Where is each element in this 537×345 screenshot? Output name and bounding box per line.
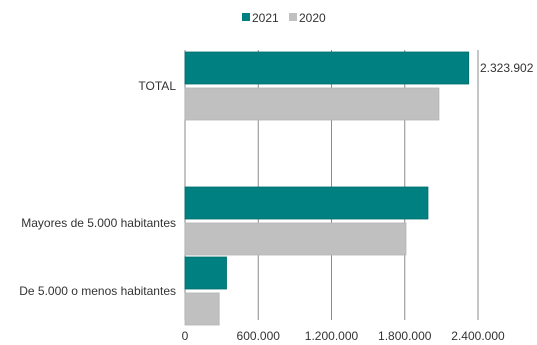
bar-2021 bbox=[184, 256, 227, 290]
x-tick-labels: 0 600.000 1.200.000 1.800.000 2.400.000 bbox=[182, 329, 505, 343]
legend: 2021 2020 bbox=[242, 11, 326, 25]
legend-swatch bbox=[289, 13, 297, 21]
bars bbox=[184, 51, 470, 326]
x-tick-label: 2.400.000 bbox=[451, 329, 505, 343]
x-tick-label: 0 bbox=[182, 329, 189, 343]
legend-swatch bbox=[242, 13, 250, 21]
bar-2020 bbox=[184, 222, 407, 256]
bar-2020 bbox=[184, 87, 440, 121]
x-tick-label: 600.000 bbox=[237, 329, 281, 343]
legend-label: 2020 bbox=[299, 11, 326, 25]
category-label: Mayores de 5.000 habitantes bbox=[21, 216, 176, 230]
bar-2021 bbox=[184, 51, 470, 85]
category-labels: TOTAL Mayores de 5.000 habitantes De 5.000… bbox=[19, 79, 176, 298]
category-label: De 5.000 o menos habitantes bbox=[19, 284, 176, 298]
data-labels: 2.323.902 bbox=[480, 61, 534, 75]
bar-2021 bbox=[184, 186, 429, 220]
category-label: TOTAL bbox=[138, 79, 176, 93]
x-tick-label: 1.200.000 bbox=[305, 329, 359, 343]
bar-2020 bbox=[184, 292, 220, 326]
x-tick-label: 1.800.000 bbox=[378, 329, 432, 343]
data-label: 2.323.902 bbox=[480, 61, 534, 75]
legend-label: 2021 bbox=[252, 11, 279, 25]
